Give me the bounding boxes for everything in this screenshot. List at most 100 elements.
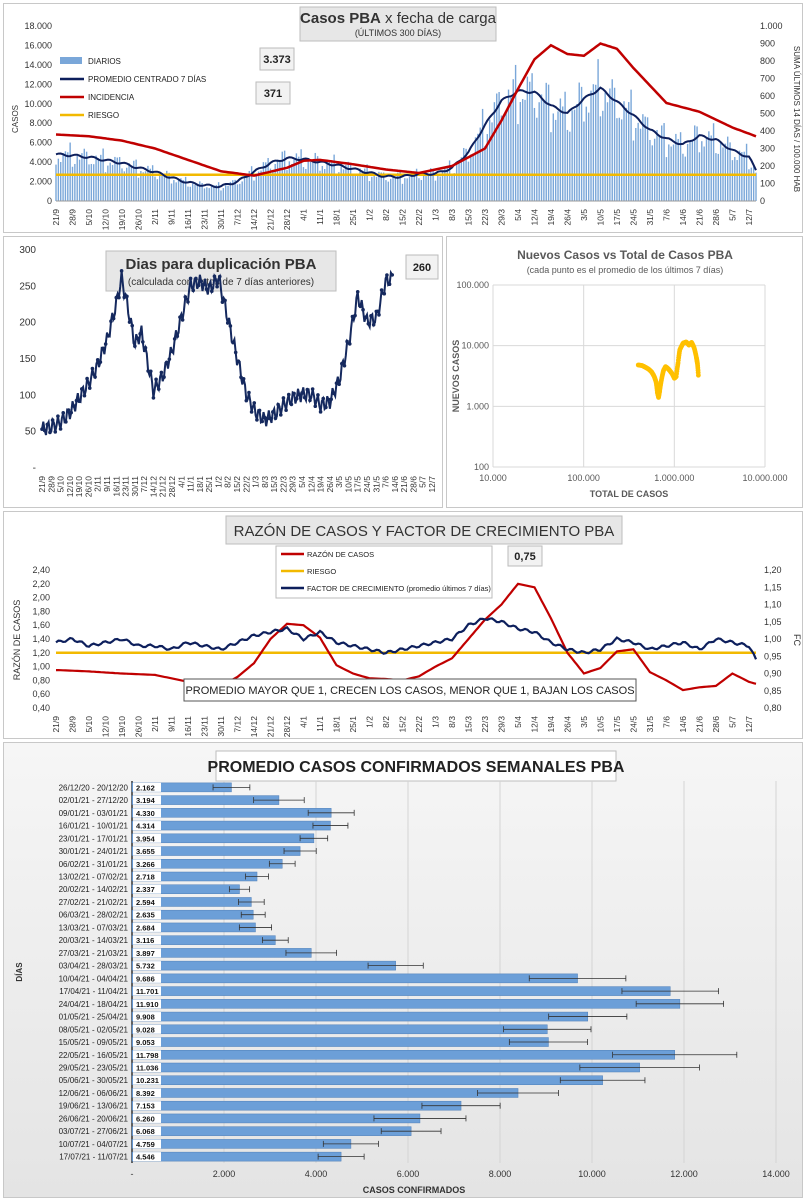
x-tick-label: 24/5 — [362, 476, 372, 493]
diarios-bar — [352, 174, 354, 201]
duplicacion-point — [66, 408, 71, 412]
diarios-bar — [342, 169, 345, 201]
value-label-bg — [133, 884, 161, 894]
y-tick-label: 2,20 — [32, 579, 50, 589]
category-label: 08/05/21 - 02/05/21 — [59, 1025, 129, 1034]
duplicacion-point — [69, 410, 73, 415]
diarios-bar — [133, 160, 135, 201]
diarios-bar — [415, 168, 418, 201]
diarios-bar — [260, 170, 262, 201]
x-tick-label: 10.000.000 — [742, 473, 787, 483]
x-tick-label: 30/11 — [216, 716, 226, 737]
diarios-bar — [637, 122, 639, 201]
diarios-bar — [408, 176, 411, 201]
diarios-bar — [109, 162, 111, 201]
value-label-bg — [133, 986, 161, 996]
x-tick-label: 21/6 — [399, 476, 409, 493]
x-tick-label: 4/1 — [298, 716, 308, 728]
callout-incidencia: 371 — [264, 88, 282, 100]
diarios-bar — [616, 118, 618, 201]
diarios-bar — [472, 153, 474, 201]
y-tick-label: 100 — [474, 462, 489, 472]
diarios-bar — [743, 151, 745, 201]
x-tick-label: 21/12 — [265, 209, 275, 231]
value-label-bg — [133, 821, 161, 831]
diarios-bar — [498, 92, 500, 201]
x-tick-label: 4/1 — [298, 209, 308, 221]
duplicacion-point — [204, 287, 209, 291]
legend-label: RIESGO — [88, 111, 119, 120]
diarios-bar — [217, 182, 220, 201]
diarios-bar — [144, 171, 147, 201]
diarios-bar — [679, 132, 682, 201]
x-tick-label: 14/6 — [678, 716, 688, 733]
x-tick-label: 12/7 — [427, 476, 437, 493]
casos-pba-svg: Casos PBA x fecha de carga(ÚLTIMOS 300 D… — [11, 6, 801, 231]
diarios-bar — [569, 131, 571, 201]
x-tick-label: 10.000 — [479, 473, 507, 483]
x-tick-label: 22/3 — [480, 209, 490, 226]
diarios-bar — [340, 166, 342, 201]
diarios-bar — [488, 119, 491, 201]
duplicacion-point — [191, 288, 196, 293]
value-label: 4.546 — [136, 1153, 155, 1162]
diarios-bar — [712, 123, 715, 201]
value-bar — [131, 1075, 603, 1085]
diarios-bar — [437, 175, 439, 201]
x-tick-label: 5/10 — [84, 716, 94, 733]
diarios-bar — [331, 162, 333, 201]
diarios-bar — [76, 156, 78, 201]
y-axis-label: CASOS — [11, 105, 20, 133]
duplicacion-point — [202, 282, 206, 287]
duplicacion-point — [241, 376, 246, 381]
diarios-bar — [599, 116, 602, 201]
diarios-bar — [156, 179, 159, 201]
duplicacion-point — [377, 313, 381, 317]
duplicacion-point — [90, 366, 95, 371]
diarios-bar — [64, 151, 67, 201]
diarios-bar — [81, 153, 83, 201]
callout-box — [507, 545, 543, 567]
duplicacion-point — [385, 273, 389, 277]
value-bar — [131, 1050, 675, 1060]
duplicacion-point — [106, 334, 111, 338]
duplicacion-point — [146, 369, 150, 373]
x-tick-label: 28/9 — [67, 209, 77, 226]
title-box — [299, 6, 497, 42]
diarios-bar — [175, 182, 177, 201]
value-label: 2.594 — [136, 898, 156, 907]
diarios-bar — [67, 152, 69, 201]
x-tick-label: 15/2 — [397, 209, 407, 226]
category-label: 10/04/21 - 04/04/21 — [59, 974, 129, 983]
diarios-bar — [562, 106, 564, 201]
value-label: 3.954 — [136, 834, 156, 843]
diarios-bar — [323, 169, 326, 201]
diarios-bar — [55, 164, 57, 201]
chart-title: Casos PBA x fecha de carga — [300, 10, 497, 27]
y-axis-label: NUEVOS CASOS — [451, 340, 461, 413]
diarios-bar — [333, 154, 335, 201]
x-tick-label: 25/1 — [204, 476, 214, 493]
diarios-bar — [111, 164, 114, 201]
x-tick-label: 1/3 — [430, 716, 440, 728]
diarios-bar — [684, 156, 686, 201]
diarios-bar — [628, 102, 630, 201]
diarios-bar — [529, 81, 531, 201]
value-label-bg — [133, 1012, 161, 1022]
diarios-bar — [545, 82, 547, 201]
y-axis-label: DÍAS — [15, 962, 24, 982]
diarios-bar — [104, 172, 107, 201]
duplicacion-point — [143, 345, 148, 350]
duplicacion-point — [345, 339, 349, 344]
x-tick-label: 25/1 — [348, 209, 358, 226]
duplicacion-point — [353, 313, 357, 318]
diarios-bar — [448, 160, 451, 201]
value-label-bg — [133, 1063, 161, 1072]
diarios-bar — [272, 170, 274, 201]
y-tick-label: 10.000 — [461, 341, 489, 351]
duplicacion-point — [257, 408, 262, 413]
diarios-bar — [611, 79, 613, 201]
diarios-bar — [222, 188, 225, 201]
diarios-bar — [455, 163, 458, 201]
x-tick-label: 14.000 — [762, 1169, 790, 1179]
